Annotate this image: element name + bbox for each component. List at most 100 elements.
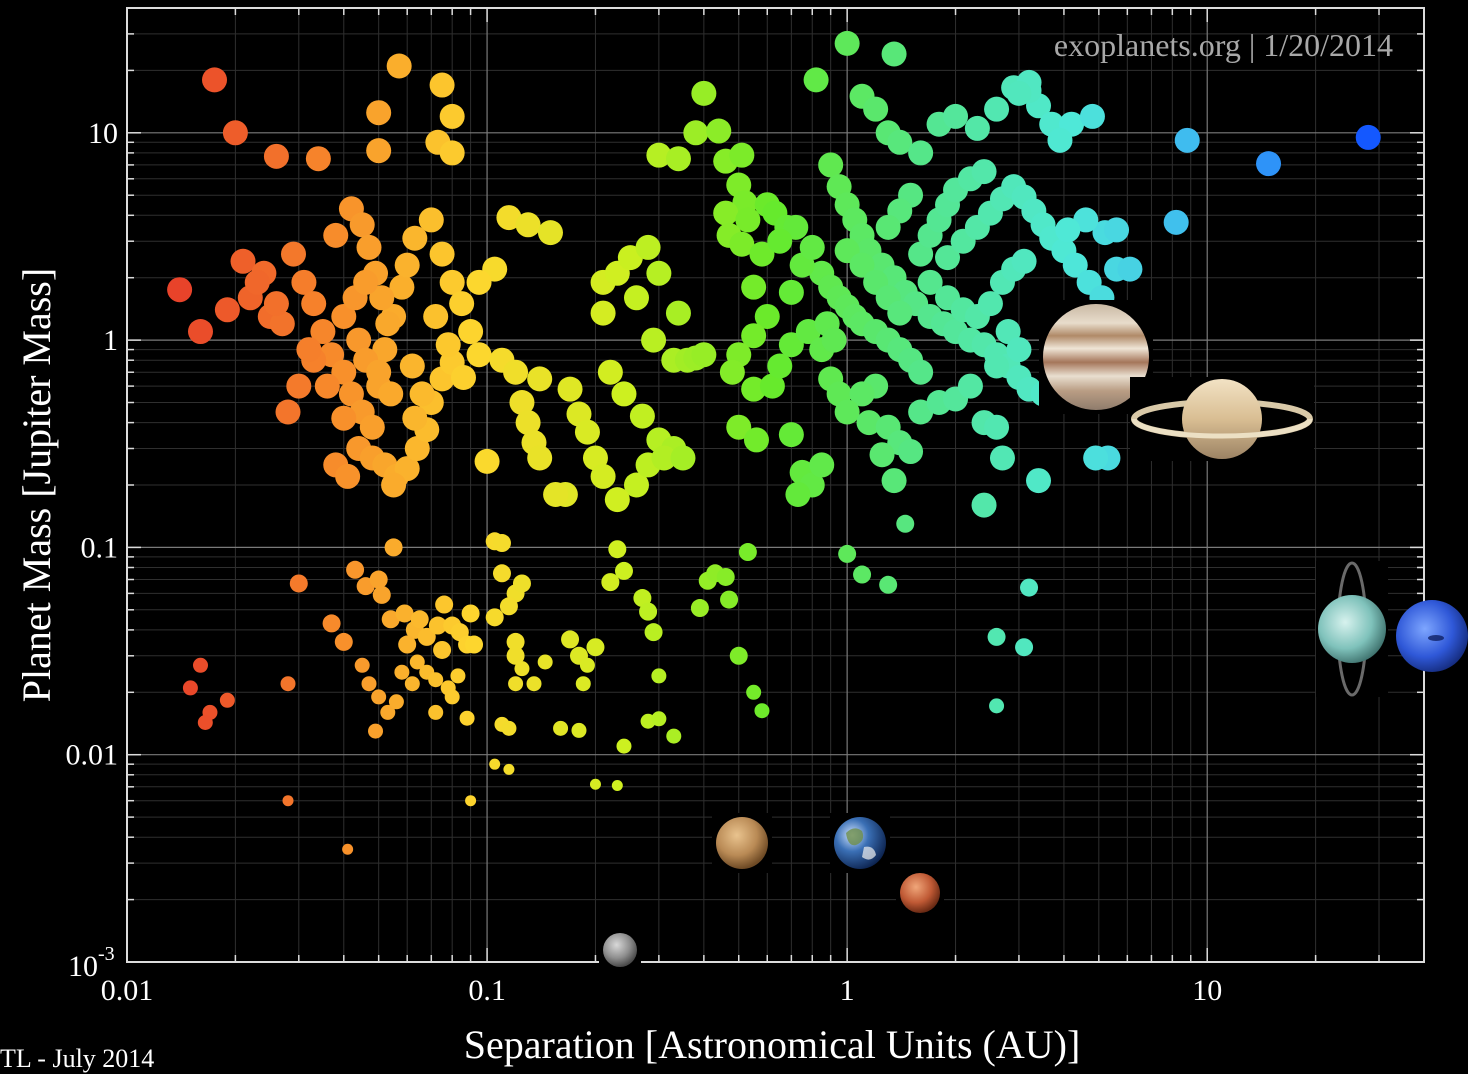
exoplanet-point — [296, 337, 322, 363]
exoplanet-point — [428, 672, 444, 688]
exoplanet-point — [503, 359, 529, 385]
exoplanet-point — [219, 692, 235, 708]
exoplanet-point — [366, 138, 392, 164]
exoplanet-point — [875, 214, 901, 240]
exoplanet-point — [501, 720, 517, 736]
exoplanet-point — [543, 481, 569, 507]
exoplanet-point — [439, 140, 465, 166]
exoplanet-point — [394, 456, 420, 482]
exoplanet-point — [537, 654, 553, 670]
exoplanet-point — [729, 646, 748, 665]
exoplanet-point — [989, 698, 1005, 714]
exoplanet-point — [611, 780, 623, 792]
exoplanet-point — [402, 225, 428, 251]
exoplanet-point — [646, 142, 672, 168]
exoplanet-point — [369, 570, 388, 589]
exoplanet-point — [989, 445, 1015, 471]
exoplanet-point — [371, 689, 387, 705]
exoplanet-point — [741, 274, 767, 300]
exoplanet-point — [964, 115, 990, 141]
exoplanet-point — [263, 291, 289, 317]
exoplanet-point — [381, 610, 400, 629]
exoplanet-point — [465, 795, 477, 807]
exoplanet-point — [778, 332, 804, 358]
exoplanet-point — [214, 297, 240, 323]
exoplanet-point — [450, 365, 476, 391]
exoplanet-point — [1026, 468, 1052, 494]
exoplanet-point — [395, 604, 414, 623]
exoplanet-point — [683, 120, 709, 146]
exoplanet-point — [429, 241, 455, 267]
exoplanet-point — [735, 207, 761, 233]
exoplanet-point — [449, 291, 475, 317]
exoplanet-point — [887, 129, 913, 155]
exoplanet-point — [646, 260, 672, 286]
exoplanet-point — [197, 715, 213, 731]
exoplanet-point — [778, 422, 804, 448]
exoplanet-point — [984, 96, 1010, 122]
exoplanet-point — [759, 373, 785, 399]
exoplanet-point — [409, 381, 435, 407]
venus-icon — [712, 813, 772, 873]
exoplanet-point — [1006, 80, 1032, 106]
exoplanet-point — [439, 269, 465, 295]
exoplanet-point — [729, 231, 755, 257]
exoplanet-point — [767, 353, 793, 379]
exoplanet-point — [404, 435, 430, 461]
y-tick-label: 0.1 — [81, 531, 119, 564]
exoplanet-point — [399, 353, 425, 379]
exoplanet-point — [514, 661, 530, 677]
exoplanet-point — [537, 220, 563, 246]
exoplanet-point — [575, 676, 591, 692]
exoplanet-point — [898, 439, 924, 465]
exoplanet-point — [818, 152, 844, 178]
exoplanet-point — [444, 689, 460, 705]
exoplanet-point — [187, 319, 213, 345]
exoplanet-point — [729, 142, 755, 168]
exoplanet-point — [716, 567, 735, 586]
exoplanet-point — [849, 381, 875, 407]
exoplanet-point — [971, 492, 997, 518]
exoplanet-point — [1062, 252, 1088, 278]
exoplanet-point — [512, 574, 531, 593]
exoplanet-point — [429, 72, 455, 98]
exoplanet-point — [466, 342, 492, 368]
exoplanet-point — [984, 414, 1010, 440]
exoplanet-point — [1011, 248, 1037, 274]
y-tick-label-exponent: -3 — [98, 943, 115, 965]
exoplanet-point — [368, 723, 384, 739]
exoplanet-point — [651, 711, 667, 727]
exoplanet-point — [263, 143, 289, 169]
exoplanet-point — [282, 795, 294, 807]
exoplanet-point — [527, 445, 553, 471]
exoplanet-point — [908, 399, 934, 425]
exoplanet-point — [741, 376, 767, 402]
exoplanet-point — [459, 710, 475, 726]
exoplanet-point — [746, 684, 762, 700]
exoplanet-point — [778, 279, 804, 305]
exoplanet-point — [616, 738, 632, 754]
exoplanet-point — [323, 222, 349, 248]
exoplanet-point — [644, 623, 663, 642]
exoplanet-point — [908, 241, 934, 267]
exoplanet-point — [466, 269, 492, 295]
exoplanet-point — [943, 103, 969, 129]
exoplanet-point — [665, 300, 691, 326]
exoplanet-point — [1015, 638, 1034, 657]
exoplanet-point — [1104, 217, 1130, 243]
y-tick-label: 10 — [88, 117, 118, 150]
exoplanet-point — [369, 285, 395, 311]
exoplanet-point — [356, 234, 382, 260]
exoplanet-point — [641, 327, 667, 353]
exoplanet-point — [508, 676, 524, 692]
mars-icon — [896, 869, 944, 917]
exoplanet-point — [896, 514, 915, 533]
exoplanet-point — [879, 575, 898, 594]
exoplanet-point — [305, 146, 331, 172]
exoplanet-point — [856, 410, 882, 436]
exoplanet-point — [450, 668, 466, 684]
exoplanet-point — [1256, 151, 1282, 177]
exoplanet-point — [485, 608, 504, 627]
exoplanet-point — [428, 616, 447, 635]
